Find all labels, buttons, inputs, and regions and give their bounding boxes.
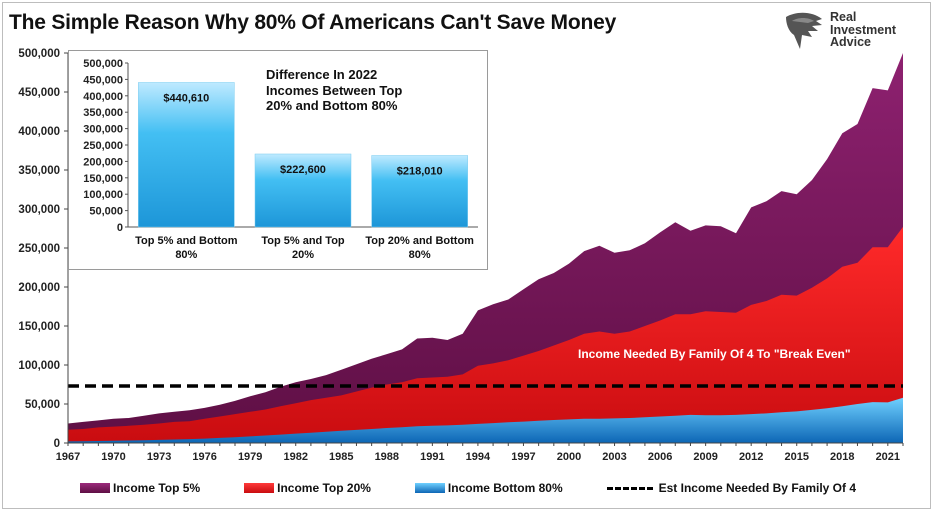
legend-item-top5: Income Top 5%: [80, 481, 200, 495]
inset-category-label: 20%: [292, 249, 314, 261]
logo-line2: Investment: [830, 22, 896, 37]
legend-label-top20: Income Top 20%: [277, 481, 371, 495]
inset-category-label: 80%: [175, 249, 197, 261]
legend-swatch-top20: [244, 483, 275, 493]
legend-swatch-break-even: [606, 486, 653, 490]
inset-bar: [138, 82, 235, 228]
inset-bar: [254, 153, 352, 228]
y-tick-label: 200,000: [18, 282, 60, 294]
legend-label-bottom80: Income Bottom 80%: [447, 481, 563, 495]
x-tick-label: 1991: [420, 451, 444, 463]
page-title: The Simple Reason Why 80% Of Americans C…: [9, 11, 617, 34]
x-tick-label: 1970: [101, 451, 125, 463]
x-tick-label: 1985: [329, 451, 353, 463]
inset-bar-data-label: $222,600: [280, 164, 326, 176]
inset-y-tick-label: 200,000: [83, 156, 123, 168]
x-tick-label: 2003: [602, 451, 626, 463]
area-income-top20: [68, 226, 903, 443]
x-tick-label: 2009: [693, 451, 717, 463]
x-tick-label: 2015: [784, 451, 808, 463]
inset-category-label: 80%: [409, 249, 431, 261]
logo: Real Investment Advice: [782, 9, 912, 55]
inset-y-tick-label: 350,000: [83, 107, 123, 119]
inset-bar: [371, 155, 468, 228]
legend-label-break-even: Est Income Needed By Family Of 4: [658, 481, 857, 495]
y-tick-label: 150,000: [18, 321, 60, 333]
logo-line1: Real: [830, 10, 857, 24]
inset-y-tick-label: 0: [117, 222, 123, 234]
y-tick-label: 50,000: [25, 399, 60, 411]
x-tick-label: 1979: [238, 451, 262, 463]
legend-swatch-top5: [80, 483, 110, 493]
inset-y-tick-label: 400,000: [83, 91, 123, 103]
inset-y-tick-label: 50,000: [89, 206, 123, 218]
x-tick-label: 1988: [375, 451, 399, 463]
inset-bar-data-label: $440,610: [163, 92, 209, 104]
x-tick-label: 2006: [648, 451, 672, 463]
inset-y-tick-label: 500,000: [83, 58, 123, 70]
y-tick-label: 350,000: [18, 165, 60, 177]
area-income-bottom80: [68, 397, 903, 443]
inset-y-tick-label: 100,000: [83, 189, 123, 201]
legend-swatch-bottom80: [414, 483, 445, 493]
y-tick-label: 100,000: [18, 360, 60, 372]
x-tick-label: 1976: [192, 451, 216, 463]
logo-line3: Advice: [830, 35, 871, 49]
x-tick-label: 1973: [147, 451, 171, 463]
y-tick-label: 250,000: [18, 243, 60, 255]
x-tick-label: 2018: [830, 451, 854, 463]
inset-y-tick-label: 300,000: [83, 124, 123, 136]
inset-y-tick-label: 450,000: [83, 74, 123, 86]
y-tick-label: 300,000: [18, 204, 60, 216]
x-tick-label: 1994: [466, 451, 491, 463]
x-tick-label: 1997: [511, 451, 535, 463]
inset-category-label: Top 20% and Bottom: [365, 235, 474, 247]
y-tick-label: 500,000: [18, 48, 60, 60]
x-tick-label: 1967: [56, 451, 80, 463]
legend-label-top5: Income Top 5%: [113, 481, 201, 495]
legend-item-top20: Income Top 20%: [244, 481, 371, 495]
x-tick-label: 2012: [739, 451, 763, 463]
y-tick-label: 0: [54, 438, 60, 450]
inset-chart-title: Difference In 2022 Incomes Between Top 2…: [266, 67, 403, 113]
legend-item-bottom80: Income Bottom 80%: [414, 481, 563, 495]
inset-bar-data-label: $218,010: [397, 165, 443, 177]
chart-legend: Income Top 5% Income Top 20% Income Bott…: [80, 478, 900, 498]
eagle-head-icon: [786, 12, 822, 50]
inset-y-tick-label: 250,000: [83, 140, 123, 152]
inset-category-label: Top 5% and Top: [261, 235, 345, 247]
y-tick-label: 400,000: [18, 126, 60, 138]
x-tick-label: 2000: [557, 451, 581, 463]
inset-y-tick-label: 150,000: [83, 173, 123, 185]
break-even-annotation: Income Needed By Family Of 4 To "Break E…: [578, 347, 851, 361]
inset-category-label: Top 5% and Bottom: [135, 235, 238, 247]
x-tick-label: 1982: [283, 451, 307, 463]
y-tick-label: 450,000: [18, 87, 60, 99]
x-tick-label: 2021: [876, 451, 900, 463]
legend-item-break-even: Est Income Needed By Family Of 4: [606, 481, 857, 495]
